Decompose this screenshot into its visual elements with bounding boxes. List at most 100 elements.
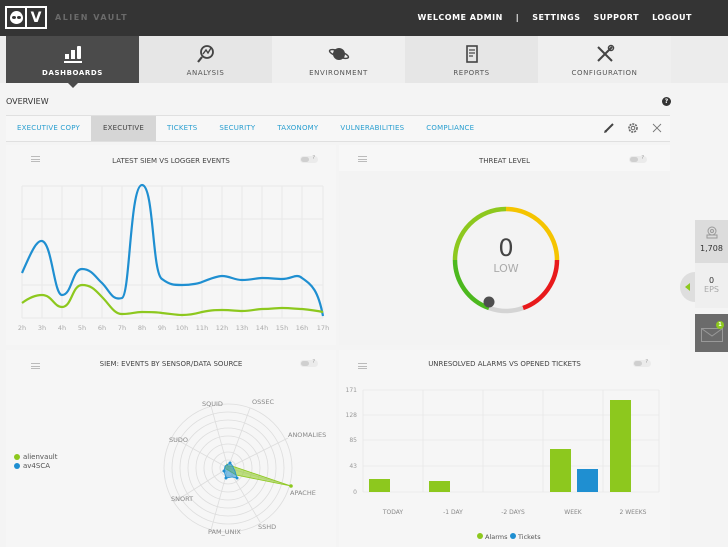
svg-text:7h: 7h	[118, 324, 126, 332]
planet-icon	[328, 48, 349, 60]
nav-configuration[interactable]: CONFIGURATION	[538, 36, 671, 83]
alien-head-icon	[7, 8, 25, 27]
nav-analysis[interactable]: ANALYSIS	[139, 36, 272, 83]
nav-label: CONFIGURATION	[571, 69, 638, 77]
pencil-icon[interactable]	[602, 121, 616, 135]
svg-text:5h: 5h	[78, 324, 86, 332]
svg-text:PAM_UNIX: PAM_UNIX	[208, 528, 241, 536]
legend-dot	[14, 454, 20, 460]
panel-title: LATEST SIEM VS LOGGER EVENTS	[112, 157, 230, 165]
svg-text:9h: 9h	[158, 324, 166, 332]
nav-label: ENVIRONMENT	[309, 69, 368, 77]
messages-badge: 1	[716, 321, 724, 329]
svg-text:Alarms: Alarms	[485, 533, 508, 541]
svg-text:10h: 10h	[176, 324, 188, 332]
nav-dashboards[interactable]: DASHBOARDS	[6, 36, 139, 88]
tab-taxonomy[interactable]: TAXONOMY	[277, 124, 319, 132]
welcome-text: WELCOME ADMIN	[417, 13, 503, 22]
panel-title: SIEM: EVENTS BY SENSOR/DATA SOURCE	[99, 360, 243, 368]
panel-header: SIEM: EVENTS BY SENSOR/DATA SOURCE ?	[6, 350, 336, 376]
server-icon	[706, 226, 718, 239]
svg-text:SSHD: SSHD	[258, 523, 276, 531]
legend-av4sca[interactable]: av4SCA	[14, 462, 50, 470]
panel-threat-level: THREAT LEVEL ? 0 LOW	[339, 145, 670, 345]
svg-text:TODAY: TODAY	[382, 509, 404, 516]
panel-header: THREAT LEVEL ?	[339, 145, 670, 171]
panel-header: LATEST SIEM VS LOGGER EVENTS ?	[6, 145, 336, 171]
tab-executive-copy[interactable]: EXECUTIVE COPY	[17, 124, 80, 132]
x-axis-labels: 2h 3h 4h 5h 6h 7h 8h 9h 10h 11h 12h 13h 14h 15h 16h 17h	[18, 324, 329, 332]
svg-text:WEEK: WEEK	[564, 509, 583, 516]
top-links: WELCOME ADMIN | SETTINGS SUPPORT LOGOUT	[418, 13, 692, 22]
side-events-counter[interactable]: 1,708	[695, 220, 728, 263]
panel-sensor-source: SIEM: EVENTS BY SENSOR/DATA SOURCE ? ali…	[6, 350, 336, 547]
panel-alarms-tickets: UNRESOLVED ALARMS VS OPENED TICKETS ? 17…	[339, 350, 670, 547]
svg-text:17h: 17h	[317, 324, 329, 332]
legend-alienvault[interactable]: alienvault	[14, 453, 57, 461]
eps-value: 0	[708, 276, 715, 285]
bar-chart: 171 128 85 43 0 TODAY -1 DAY -2 DAYS WEE…	[346, 387, 660, 541]
nav-environment[interactable]: ENVIRONMENT	[272, 36, 405, 83]
tab-security[interactable]: SECURITY	[219, 124, 256, 132]
envelope-icon	[701, 328, 723, 342]
panel-toggle[interactable]: ?	[633, 359, 651, 367]
svg-text:4h: 4h	[58, 324, 66, 332]
svg-text:15h: 15h	[276, 324, 288, 332]
dashboard-tabs: EXECUTIVE COPY EXECUTIVE TICKETS SECURIT…	[6, 115, 670, 142]
svg-text:128: 128	[346, 412, 358, 419]
logo[interactable]: V ALIEN VAULT	[5, 6, 128, 29]
bar-legend: Alarms Tickets	[477, 533, 541, 541]
svg-text:13h: 13h	[236, 324, 248, 332]
eps-label: EPS	[704, 285, 719, 294]
menu-icon[interactable]	[31, 156, 40, 162]
side-eps: 0 EPS	[695, 263, 728, 308]
close-icon[interactable]	[650, 121, 664, 135]
bar-chart-icon	[63, 46, 82, 63]
svg-text:16h: 16h	[296, 324, 308, 332]
panel-title: THREAT LEVEL	[478, 157, 530, 165]
tab-compliance[interactable]: COMPLIANCE	[426, 124, 475, 132]
svg-text:-1 DAY: -1 DAY	[443, 509, 463, 516]
support-link[interactable]: SUPPORT	[593, 13, 640, 22]
tab-tools	[602, 121, 664, 135]
x-axis-labels: TODAY -1 DAY -2 DAYS WEEK 2 WEEKS	[382, 509, 647, 516]
svg-text:8h: 8h	[138, 324, 146, 332]
menu-icon[interactable]	[358, 363, 367, 369]
tab-tickets[interactable]: TICKETS	[167, 124, 198, 132]
logo-mark: V	[5, 6, 47, 29]
document-icon	[465, 45, 478, 63]
panel-toggle[interactable]: ?	[629, 155, 647, 163]
panel-header: UNRESOLVED ALARMS VS OPENED TICKETS ?	[339, 350, 670, 376]
panel-title: UNRESOLVED ALARMS VS OPENED TICKETS	[428, 360, 581, 368]
tab-executive[interactable]: EXECUTIVE	[90, 116, 156, 141]
top-bar: V ALIEN VAULT WELCOME ADMIN | SETTINGS S…	[0, 0, 728, 36]
tab-vulnerabilities[interactable]: VULNERABILITIES	[340, 124, 405, 132]
separator: |	[515, 13, 520, 22]
threat-label: LOW	[493, 262, 518, 275]
svg-text:ANOMALIES: ANOMALIES	[288, 431, 326, 439]
settings-link[interactable]: SETTINGS	[532, 13, 581, 22]
gear-icon[interactable]	[626, 121, 640, 135]
threat-value: 0	[498, 234, 513, 262]
svg-text:43: 43	[349, 463, 357, 470]
line-chart: 2h 3h 4h 5h 6h 7h 8h 9h 10h 11h 12h 13h 14h 15h 16h 17h	[18, 183, 329, 332]
svg-text:SNORT: SNORT	[171, 495, 193, 503]
svg-text:11h: 11h	[196, 324, 208, 332]
help-icon[interactable]: ?	[662, 97, 671, 106]
nav-reports[interactable]: REPORTS	[405, 36, 538, 83]
svg-text:SUDO: SUDO	[169, 436, 188, 444]
svg-text:-2 DAYS: -2 DAYS	[501, 509, 525, 516]
panel-toggle[interactable]: ?	[300, 359, 318, 367]
svg-text:2 WEEKS: 2 WEEKS	[620, 509, 647, 516]
page-title: OVERVIEW	[6, 97, 49, 106]
alarms-bars	[369, 400, 631, 492]
panel-siem-logger: LATEST SIEM VS LOGGER EVENTS ? 2h 3h 4h 5h 6…	[6, 145, 336, 345]
menu-icon[interactable]	[31, 363, 40, 369]
side-messages[interactable]: 1	[695, 314, 728, 352]
logo-letter: V	[25, 8, 45, 27]
panel-toggle[interactable]: ?	[300, 155, 318, 163]
logout-link[interactable]: LOGOUT	[652, 13, 692, 22]
threat-gauge: 0 LOW	[452, 206, 560, 314]
svg-text:12h: 12h	[216, 324, 228, 332]
menu-icon[interactable]	[358, 156, 367, 162]
